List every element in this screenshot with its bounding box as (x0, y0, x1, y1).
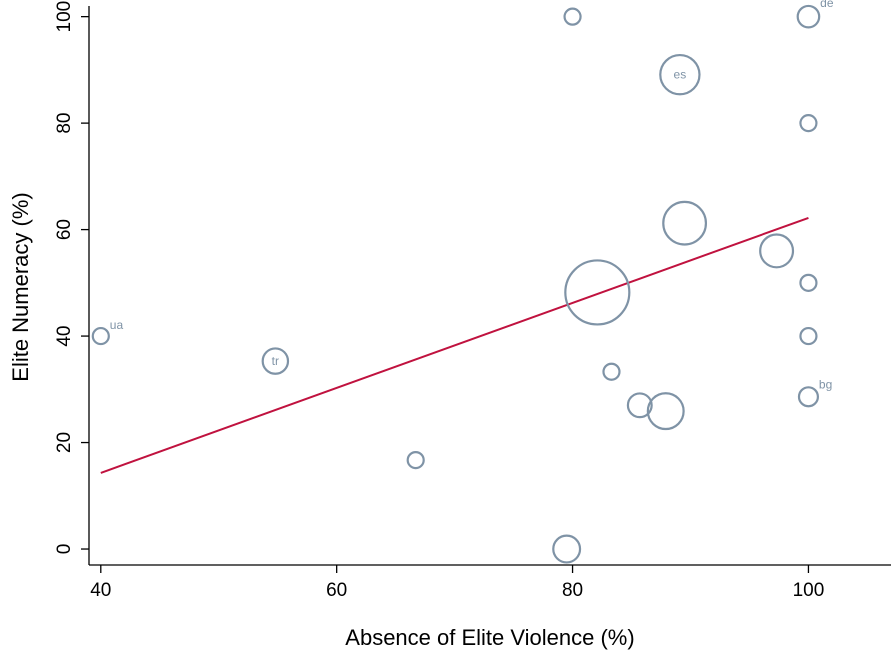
data-point (552, 534, 582, 564)
fit-line (100, 216, 809, 474)
data-point (759, 233, 795, 269)
y-tick-label: 100 (54, 1, 75, 33)
point-label: ua (110, 318, 124, 332)
y-tick-label: 0 (54, 544, 75, 555)
data-point (602, 362, 621, 381)
y-tick-label: 80 (54, 113, 75, 134)
data-point (91, 326, 110, 346)
x-tick-label: 60 (326, 580, 347, 601)
axes: 40 60 80 100 0 20 40 60 80 100 (54, 1, 891, 601)
fit-line-layer (100, 216, 809, 474)
data-point (662, 200, 708, 246)
bubble-layer: ua tr es de bg (91, 0, 834, 564)
data-point (799, 326, 818, 346)
data-point (564, 259, 631, 326)
data-point (261, 347, 290, 375)
data-point (646, 392, 685, 431)
point-label: bg (819, 377, 832, 391)
data-point (626, 392, 653, 419)
point-label: es (674, 68, 687, 82)
point-label: tr (272, 354, 279, 368)
x-axis-title: Absence of Elite Violence (%) (345, 625, 634, 650)
y-tick-label: 20 (54, 432, 75, 453)
x-tick-label: 100 (793, 580, 825, 601)
point-label: de (820, 0, 834, 10)
data-point (797, 386, 820, 408)
y-tick-label: 60 (54, 219, 75, 240)
y-axis-title: Elite Numeracy (%) (8, 192, 33, 381)
data-point (406, 451, 425, 470)
data-point (799, 114, 818, 133)
y-tick-label: 40 (54, 326, 75, 347)
data-point (796, 4, 821, 29)
data-point (563, 7, 582, 26)
x-tick-label: 40 (90, 580, 111, 601)
data-point (799, 273, 818, 292)
x-tick-label: 80 (562, 580, 583, 601)
data-point (659, 53, 701, 96)
